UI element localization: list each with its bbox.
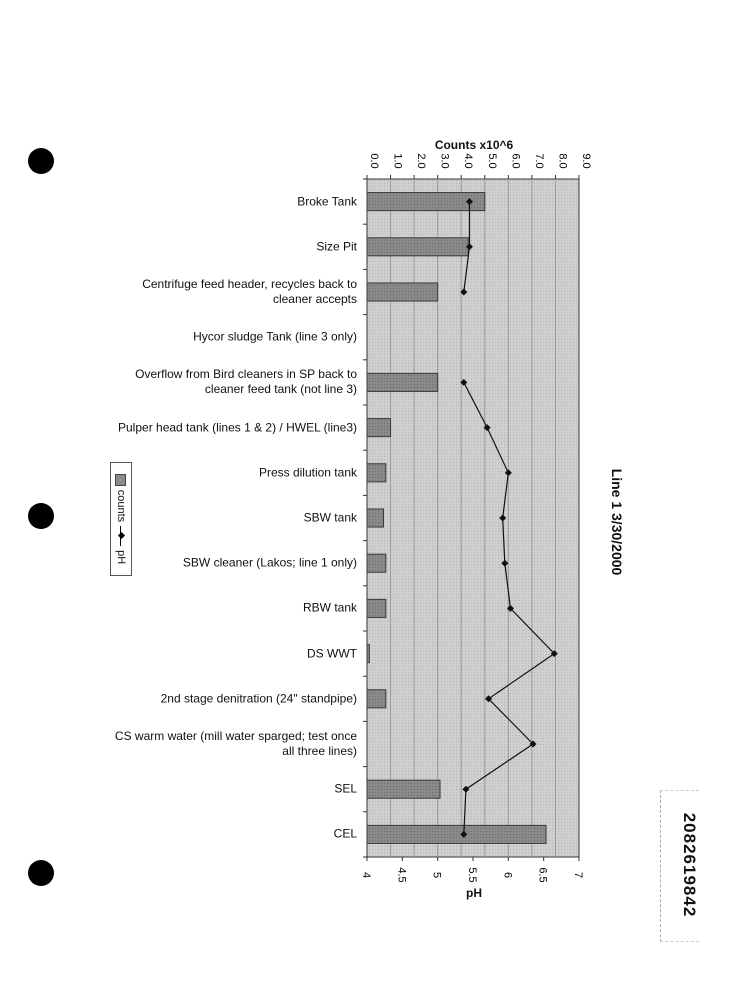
- ph-tick-label: 6.5: [537, 867, 549, 882]
- category-label: RBW tank: [302, 600, 357, 615]
- count-bar: [366, 824, 547, 844]
- category-label: Pulper head tank (lines 1 & 2) / HWEL (l…: [118, 420, 357, 435]
- count-bar: [366, 779, 441, 799]
- counts-tick-label: 1.0: [392, 153, 404, 168]
- category-label: CS warm water (mill water sparged; test …: [114, 729, 357, 758]
- ph-point: [465, 243, 473, 251]
- counts-tick-label: 9.0: [580, 153, 592, 168]
- ph-point: [465, 198, 473, 206]
- counts-tick-label: 0.0: [368, 153, 380, 168]
- category-label: Press dilution tank: [258, 465, 357, 480]
- ph-axis-title: pH: [466, 886, 482, 900]
- count-bar: [366, 598, 387, 618]
- ph-point: [504, 469, 512, 477]
- category-label: SBW cleaner (Lakos; line 1 only): [182, 555, 357, 570]
- counts-swatch-icon: [115, 473, 127, 486]
- counts-tick-label: 5.0: [486, 153, 498, 168]
- ph-point: [460, 378, 468, 386]
- count-bar: [366, 282, 439, 302]
- ph-point: [485, 695, 493, 703]
- ph-point: [501, 559, 509, 567]
- chart-title: Line 1 3/30/2000: [609, 468, 625, 576]
- category-label: Overflow from Bird cleaners in SP back t…: [135, 367, 357, 397]
- ph-point: [499, 514, 507, 522]
- category-label: SEL: [334, 781, 357, 796]
- binder-hole-1: [28, 148, 54, 174]
- legend-ph-label: pH: [115, 550, 127, 565]
- count-bar: [366, 418, 392, 438]
- category-label: Centrifuge feed header, recycles back to…: [142, 277, 357, 306]
- ph-tick-label: 5.5: [466, 867, 478, 882]
- document-id-stamp: 2082619842: [680, 812, 699, 918]
- counts-tick-label: 7.0: [533, 153, 545, 168]
- stamp-box: [660, 790, 699, 942]
- ph-tick-label: 4.5: [395, 867, 407, 882]
- counts-tick-label: 4.0: [462, 153, 474, 168]
- count-bar: [366, 192, 486, 212]
- binder-hole-3: [28, 860, 54, 886]
- ph-tick-label: 6: [501, 872, 513, 878]
- ph-point: [529, 740, 537, 748]
- ph-tick-label: 5: [431, 872, 443, 878]
- count-bar: [366, 689, 387, 709]
- plot-area: [366, 178, 580, 858]
- binder-hole-2: [28, 503, 54, 529]
- ph-point: [460, 830, 468, 838]
- count-bar: [366, 553, 387, 573]
- counts-tick-label: 2.0: [415, 153, 427, 168]
- category-label: SBW tank: [303, 510, 357, 525]
- ph-tick-label: 4: [360, 872, 372, 878]
- category-label: Broke Tank: [297, 194, 357, 209]
- counts-axis-title: Counts x10^6: [434, 138, 514, 152]
- count-bar: [366, 508, 384, 528]
- legend: counts pH: [110, 462, 132, 576]
- counts-tick-label: 3.0: [439, 153, 451, 168]
- ph-point: [550, 650, 558, 658]
- count-bar: [366, 237, 469, 257]
- count-bar: [366, 644, 370, 664]
- category-label: DS WWT: [307, 646, 357, 661]
- ph-point: [462, 785, 470, 793]
- ph-point: [506, 604, 514, 612]
- category-label: 2nd stage denitration (24" standpipe): [160, 691, 357, 706]
- legend-counts-label: counts: [115, 489, 127, 523]
- ph-point: [460, 288, 468, 296]
- category-label: CEL: [333, 826, 357, 841]
- counts-tick-label: 8.0: [556, 153, 568, 168]
- ph-swatch-icon: [117, 526, 126, 546]
- ph-tick-label: 7: [572, 872, 584, 878]
- category-label: Size Pit: [316, 239, 357, 254]
- counts-tick-label: 6.0: [509, 153, 521, 168]
- ph-point: [483, 424, 491, 432]
- count-bar: [366, 463, 387, 483]
- count-bar: [366, 372, 439, 392]
- category-label: Hycor sludge Tank (line 3 only): [193, 329, 357, 344]
